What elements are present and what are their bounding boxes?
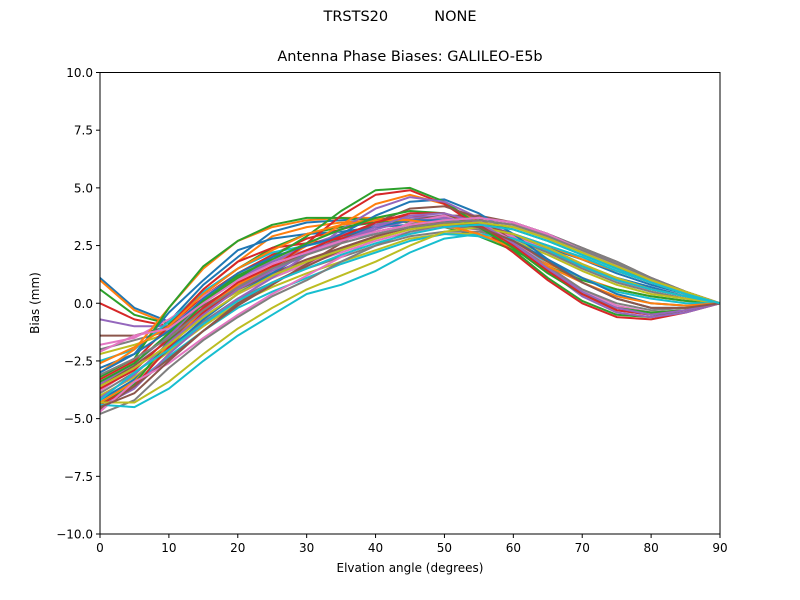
y-tick-label: −5.0 — [64, 412, 93, 426]
x-tick-label: 10 — [161, 541, 176, 555]
chart-title: Antenna Phase Biases: GALILEO-E5b — [277, 49, 543, 65]
series-line — [100, 223, 720, 401]
series-lines — [100, 186, 720, 415]
x-tick-label: 40 — [368, 541, 383, 555]
y-axis-ticks: −10.0 −7.5 −5.0 −2.5 0.0 2.5 5.0 7.5 10.0 — [56, 66, 100, 542]
x-tick-label: 0 — [96, 541, 104, 555]
x-tick-label: 60 — [506, 541, 521, 555]
series-line — [100, 233, 720, 409]
y-tick-label: −10.0 — [56, 528, 93, 542]
figure-suptitle: TRSTS20 NONE — [323, 9, 477, 25]
y-tick-label: 7.5 — [74, 124, 93, 138]
x-tick-label: 70 — [575, 541, 590, 555]
x-axis-label: Elvation angle (degrees) — [336, 561, 484, 575]
x-tick-label: 50 — [437, 541, 452, 555]
series-line — [100, 219, 720, 365]
y-tick-label: 10.0 — [66, 66, 93, 80]
x-tick-label: 20 — [230, 541, 245, 555]
y-tick-label: 0.0 — [74, 297, 93, 311]
series-line — [100, 221, 720, 388]
x-axis-ticks: 0 10 20 30 40 50 60 70 80 90 — [96, 534, 728, 555]
x-tick-label: 80 — [643, 541, 658, 555]
series-line — [100, 214, 720, 413]
series-line — [100, 226, 720, 404]
y-axis-label: Bias (mm) — [28, 272, 42, 334]
series-line — [100, 212, 720, 390]
y-tick-label: 2.5 — [74, 239, 93, 253]
series-line — [100, 212, 720, 399]
x-tick-label: 90 — [712, 541, 727, 555]
y-tick-label: −7.5 — [64, 470, 93, 484]
x-tick-label: 30 — [299, 541, 314, 555]
series-line — [100, 219, 720, 376]
series-line — [100, 233, 720, 397]
y-tick-label: 5.0 — [74, 181, 93, 195]
series-line — [100, 223, 720, 415]
series-line — [100, 230, 720, 395]
y-tick-label: −2.5 — [64, 354, 93, 368]
series-line — [100, 189, 720, 406]
